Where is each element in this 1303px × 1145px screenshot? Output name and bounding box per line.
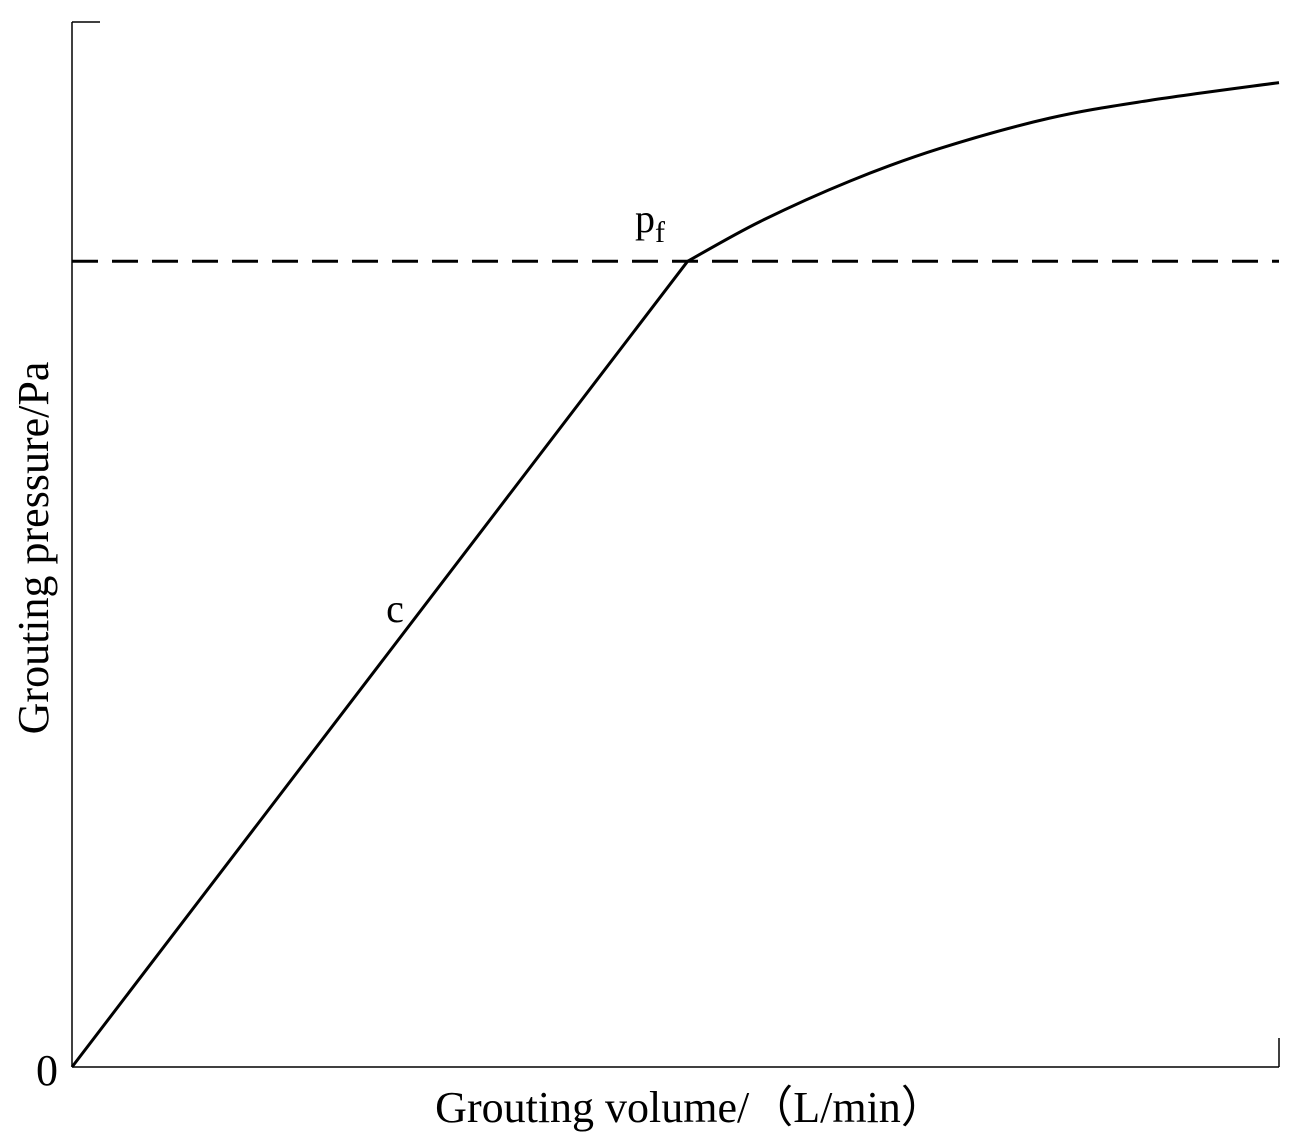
y-axis-label: Grouting pressure/Pa [9, 362, 58, 735]
y-tick-label: 0 [36, 1046, 58, 1095]
x-axis-label: Grouting volume/（L/min） [435, 1083, 945, 1132]
annotation-text: c [386, 586, 404, 631]
annotation: c [386, 586, 404, 631]
line [70, 81, 1280, 1068]
annotation-text: p [635, 196, 655, 241]
annotation: pf [635, 196, 665, 249]
annotation-subscript: f [655, 216, 665, 249]
